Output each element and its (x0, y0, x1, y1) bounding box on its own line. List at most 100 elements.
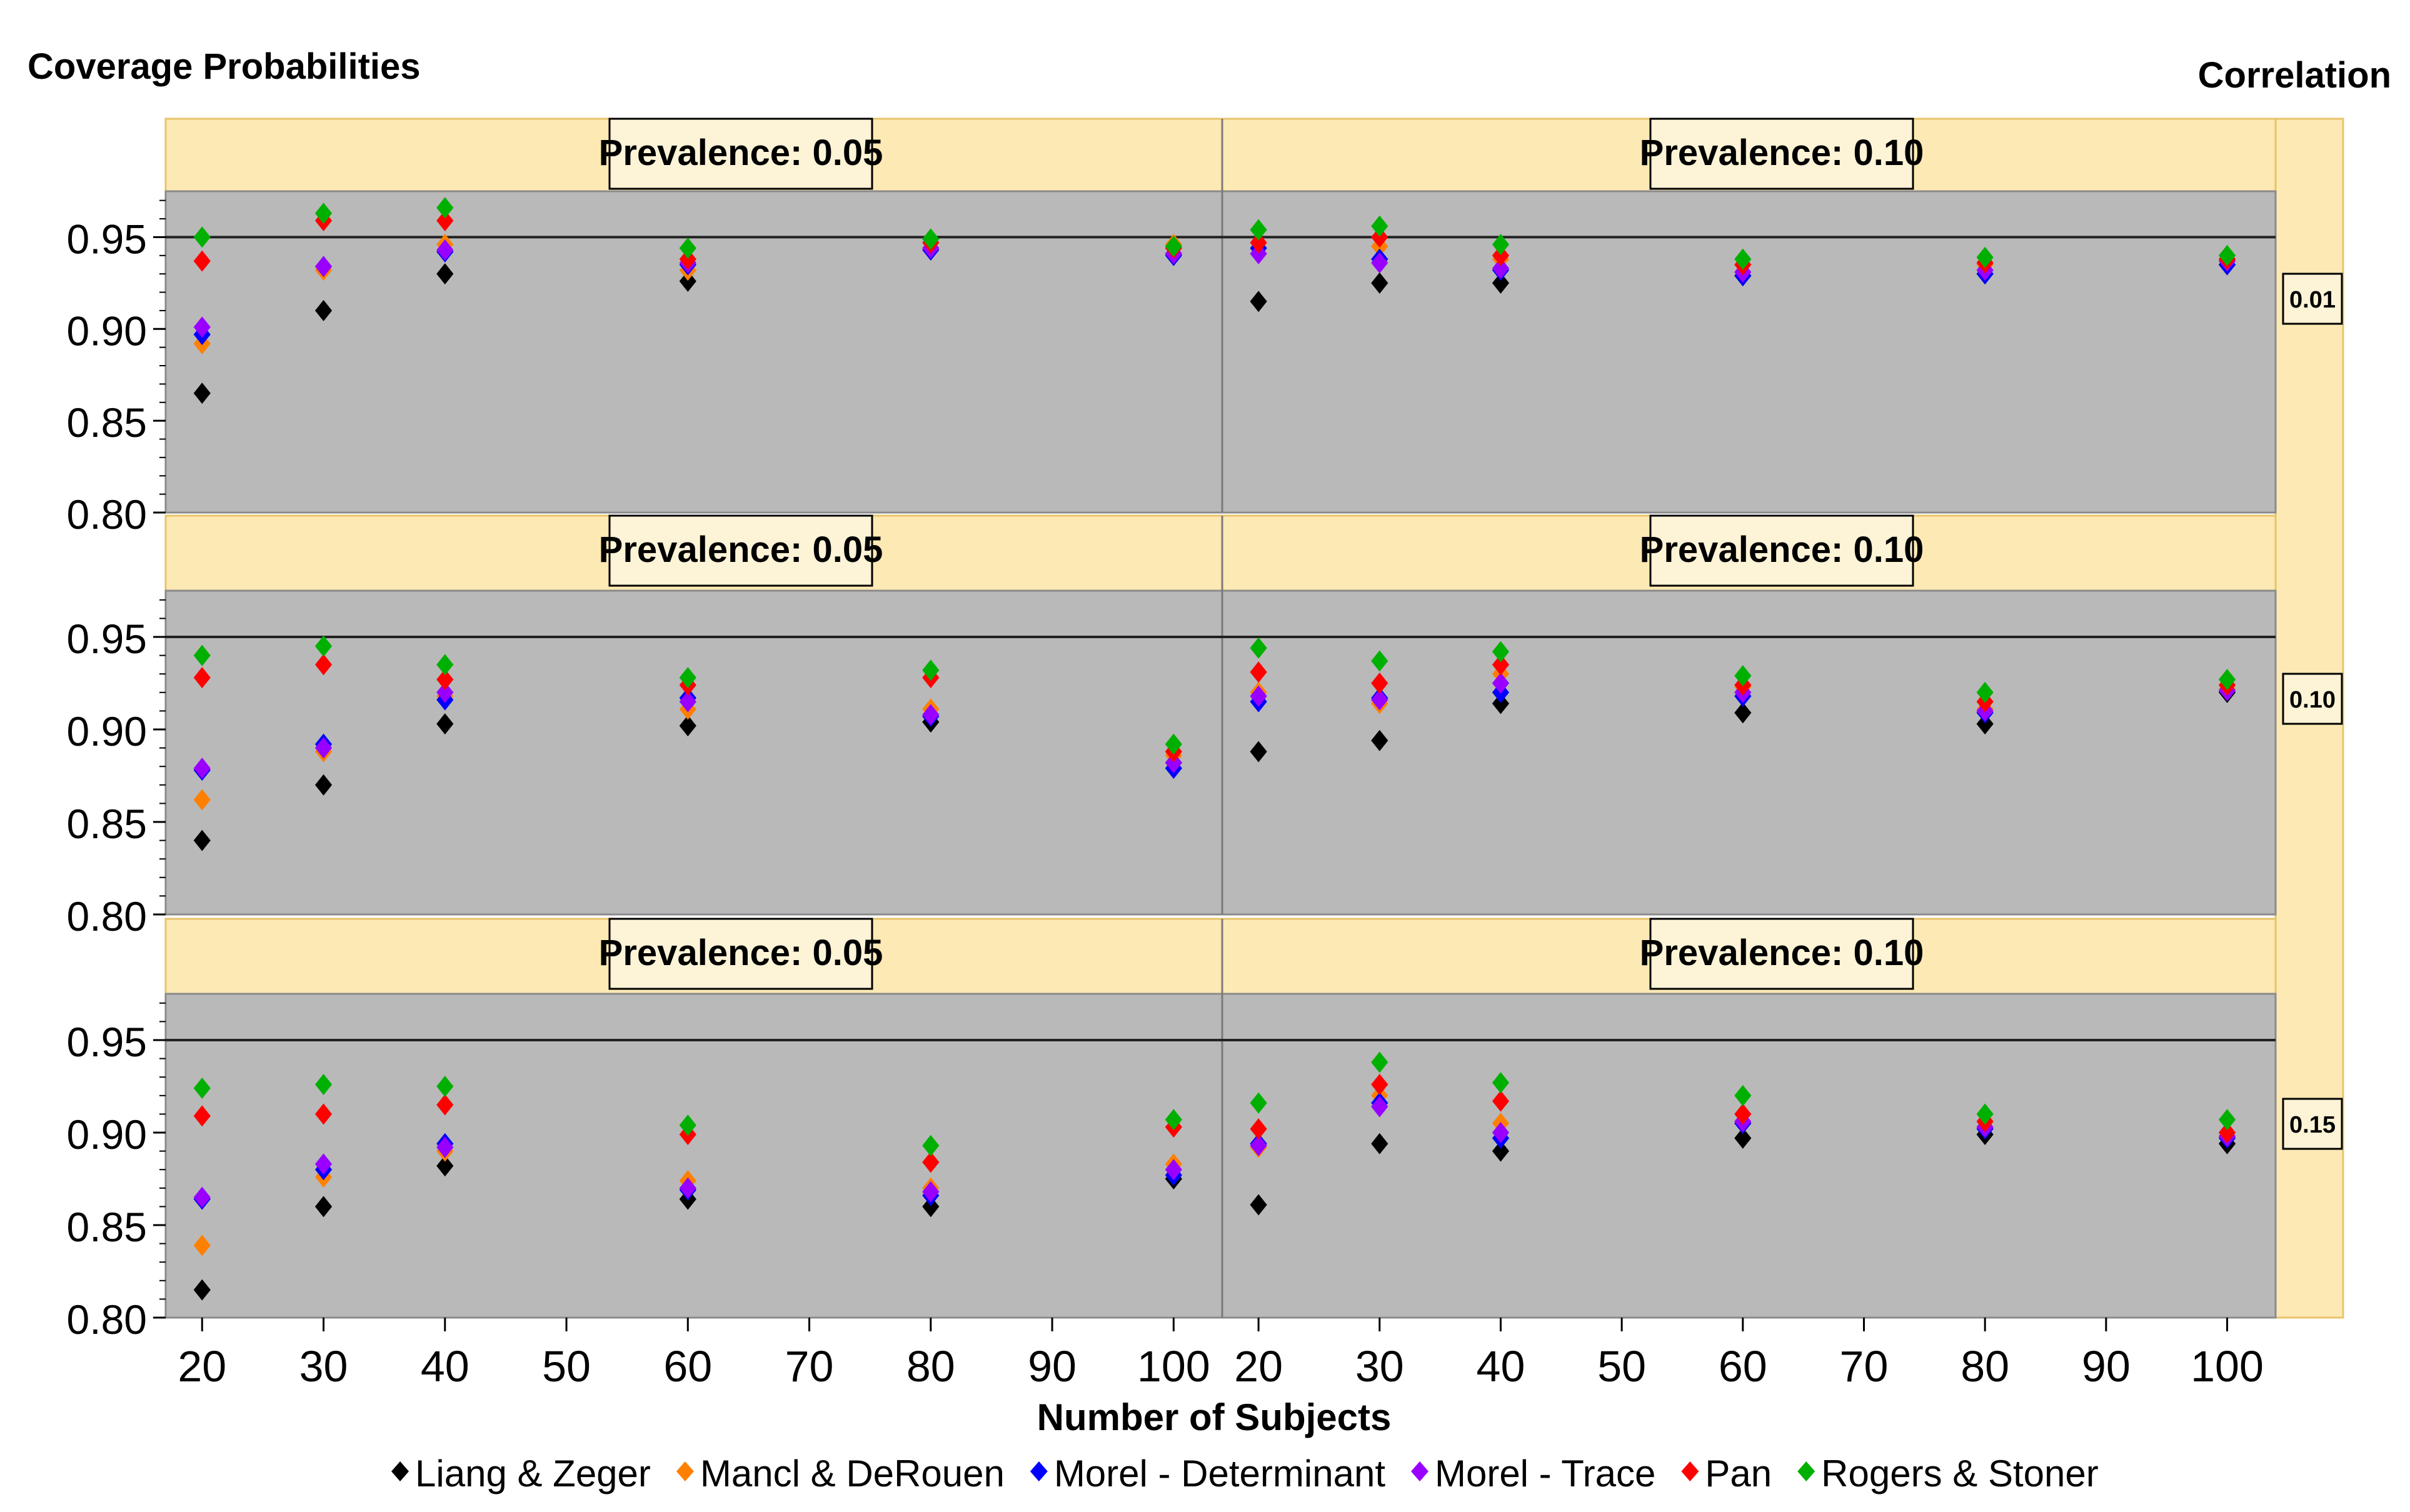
correlation-label: 0.15 (2289, 1112, 2336, 1138)
y-tick-label: 0.85 (67, 399, 147, 446)
data-point (1165, 733, 1182, 755)
data-point (436, 1076, 454, 1097)
x-tick-label: 40 (421, 1342, 469, 1391)
y-tick-label: 0.85 (67, 1204, 147, 1250)
data-point (1492, 673, 1510, 694)
chart-title: Coverage Probabilities (28, 46, 421, 87)
data-point (2218, 669, 2236, 691)
data-point (1250, 1194, 1267, 1216)
data-point (314, 1196, 333, 1218)
data-point (1371, 272, 1388, 294)
data-point (679, 238, 696, 259)
y-tick-label: 0.90 (67, 708, 147, 754)
x-tick-label: 100 (1137, 1342, 1210, 1391)
data-point (193, 316, 211, 338)
data-point (436, 681, 454, 703)
data-point (436, 669, 454, 691)
data-point (314, 256, 333, 278)
data-point (679, 1177, 696, 1199)
legend-label: Mancl & DeRouen (700, 1453, 1005, 1494)
legend-marker (391, 1461, 409, 1481)
data-point (1976, 1103, 1994, 1125)
data-point (1492, 1072, 1510, 1094)
data-point (436, 1136, 454, 1158)
data-point (314, 203, 333, 224)
data-point (436, 197, 454, 219)
data-point (679, 270, 696, 292)
prevalence-header-band (164, 918, 2277, 995)
plot-area (164, 589, 2277, 916)
legend-item: Morel - Trace (1410, 1453, 1655, 1494)
x-tick-label: 90 (2082, 1342, 2131, 1391)
data-point (193, 1077, 211, 1099)
data-point (1250, 291, 1267, 313)
data-point (1371, 1133, 1388, 1154)
data-point (1734, 1127, 1752, 1149)
legend-item: Liang & Zeger (391, 1453, 651, 1494)
x-axis-label: Number of Subjects (1037, 1396, 1392, 1438)
legend-marker (1410, 1461, 1428, 1481)
data-point (679, 667, 696, 689)
data-point (1250, 1092, 1267, 1114)
data-point (1371, 650, 1388, 672)
data-point (1250, 661, 1267, 683)
data-point (314, 635, 333, 657)
data-point (1734, 665, 1752, 687)
data-point (1976, 713, 1994, 735)
plot-area (164, 993, 2277, 1319)
data-point (314, 774, 333, 796)
data-point (922, 1134, 940, 1156)
data-point (1371, 1051, 1388, 1073)
data-point (314, 1074, 333, 1096)
data-point (1165, 1109, 1182, 1131)
x-tick-label: 50 (1597, 1342, 1646, 1391)
x-tick-label: 100 (2191, 1342, 2264, 1391)
legend-item: Rogers & Stoner (1797, 1453, 2099, 1494)
legend-label: Morel - Determinant (1054, 1453, 1385, 1494)
data-point (1165, 236, 1182, 258)
data-point (193, 667, 211, 689)
correlation-label-box (2282, 673, 2343, 725)
data-point (1492, 272, 1510, 294)
legend-item: Mancl & DeRouen (676, 1453, 1005, 1494)
legend-marker (1797, 1461, 1815, 1481)
correlation-label: 0.01 (2289, 287, 2336, 313)
legend-marker (1681, 1461, 1699, 1481)
data-point (679, 248, 696, 270)
legend-label: Pan (1705, 1453, 1772, 1494)
x-tick-label: 40 (1477, 1342, 1525, 1391)
data-point (193, 644, 211, 666)
data-point (1371, 729, 1388, 751)
data-point (193, 829, 211, 851)
data-point (193, 1186, 211, 1208)
data-point (314, 737, 333, 759)
y-tick-label: 0.80 (67, 491, 147, 538)
correlation-label-box (2282, 273, 2343, 325)
data-point (1492, 654, 1510, 676)
prevalence-header-band (164, 514, 2277, 592)
data-point (679, 1114, 696, 1136)
data-point (1371, 1074, 1388, 1096)
data-point (436, 239, 454, 261)
prevalence-label: Prevalence: 0.10 (1640, 529, 1924, 570)
data-point (1371, 689, 1388, 711)
data-point (1492, 234, 1510, 256)
data-point (314, 1103, 333, 1125)
legend-label: Morel - Trace (1435, 1453, 1655, 1494)
data-point (314, 299, 333, 321)
legend-marker (676, 1461, 694, 1481)
data-point (1734, 248, 1752, 270)
x-tick-label: 50 (542, 1342, 591, 1391)
x-tick-label: 80 (1961, 1342, 2009, 1391)
data-point (922, 228, 940, 250)
prevalence-label-box (1649, 918, 1914, 990)
prevalence-label-box (1649, 514, 1914, 587)
data-point (193, 383, 211, 404)
data-point (436, 1094, 454, 1116)
data-point (2218, 1109, 2236, 1131)
legend-label: Liang & Zeger (415, 1453, 651, 1494)
data-point (193, 226, 211, 248)
data-point (436, 713, 454, 735)
data-point (1250, 1134, 1267, 1156)
